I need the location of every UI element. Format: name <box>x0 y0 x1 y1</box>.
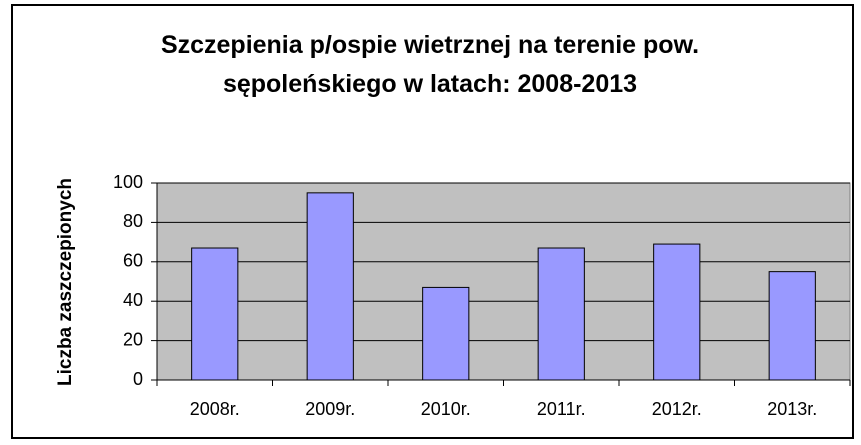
y-tick-label: 40 <box>123 290 143 310</box>
x-tick-label: 2011r. <box>537 399 586 419</box>
bar <box>422 286 470 381</box>
bar <box>191 247 239 381</box>
x-tick-label: 2012r. <box>652 399 702 419</box>
y-tick-label: 80 <box>123 211 143 231</box>
bar <box>653 243 701 381</box>
y-tick-label: 60 <box>123 251 143 271</box>
bar <box>768 271 816 381</box>
bar <box>306 192 354 381</box>
y-tick-label: 100 <box>113 172 143 192</box>
x-tick-label: 2008r. <box>190 399 240 419</box>
y-tick-label: 0 <box>133 369 143 389</box>
y-tick-label: 20 <box>123 329 143 349</box>
y-axis-label: Liczba zaszczepionych <box>55 178 76 386</box>
bar <box>537 247 585 381</box>
x-tick-label: 2009r. <box>305 399 355 419</box>
chart-title: Szczepienia p/ospie wietrznej na terenie… <box>160 31 700 98</box>
x-tick-label: 2010r. <box>421 399 471 419</box>
x-tick-label: 2013r. <box>767 399 817 419</box>
plot-area <box>156 182 851 381</box>
